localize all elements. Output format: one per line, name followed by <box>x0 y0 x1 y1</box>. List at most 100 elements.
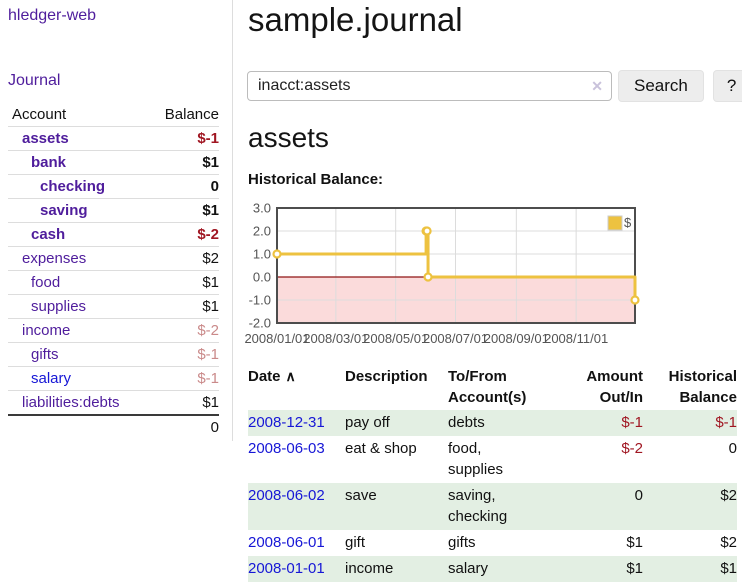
accounts-header-row: Account Balance <box>8 103 219 127</box>
account-row: liabilities:debts $1 <box>8 390 219 416</box>
data-point-marker <box>630 295 640 305</box>
account-balance: $1 <box>149 150 219 175</box>
clear-search-icon[interactable]: ✕ <box>591 78 603 94</box>
account-link-salary[interactable]: salary <box>31 370 72 387</box>
account-row: cash $-2 <box>8 222 219 247</box>
account-balance: $1 <box>149 270 219 295</box>
y-tick-label: 2.0 <box>253 224 271 239</box>
transaction-date-link[interactable]: 2008-06-03 <box>248 440 325 457</box>
account-link-assets[interactable]: assets <box>22 130 69 147</box>
transaction-date-link[interactable]: 2008-01-01 <box>248 560 325 577</box>
transaction-description: gift <box>345 534 366 551</box>
account-row: gifts $-1 <box>8 342 219 367</box>
transaction-accounts: debts <box>448 414 485 431</box>
transaction-date-cell: 2008-12-31 <box>248 410 345 436</box>
account-name-cell: assets <box>8 126 150 151</box>
transaction-date-link[interactable]: 2008-06-01 <box>248 534 325 551</box>
y-tick-label: 1.0 <box>253 247 271 262</box>
account-row: saving $1 <box>8 198 219 223</box>
account-link-saving[interactable]: saving <box>40 202 88 219</box>
account-link-supplies[interactable]: supplies <box>31 298 87 315</box>
register-header-description: Description <box>345 368 428 385</box>
register-table: Date ∧ Description To/From Account(s) Amo… <box>248 364 737 582</box>
account-heading: assets <box>248 122 329 153</box>
account-name-cell: income <box>8 318 150 343</box>
account-balance: $-2 <box>149 222 219 247</box>
sort-ascending-icon: ∧ <box>285 368 296 384</box>
account-row: expenses $2 <box>8 246 219 271</box>
transaction-date-cell: 2008-06-03 <box>248 436 345 483</box>
account-name-cell: food <box>8 270 150 295</box>
transaction-balance: $2 <box>720 487 737 504</box>
x-tick-label: 2008/03/01 <box>303 331 368 346</box>
transaction-description: pay off <box>345 414 390 431</box>
data-point-marker <box>422 226 432 236</box>
data-point-marker <box>423 272 433 282</box>
account-link-gifts[interactable]: gifts <box>31 346 59 363</box>
register-header-amount: Amount Out/In <box>586 368 643 406</box>
search-button[interactable]: Search <box>618 70 704 102</box>
account-name-cell: gifts <box>8 342 150 367</box>
account-link-checking[interactable]: checking <box>40 178 106 195</box>
accounts-total-spacer <box>8 414 150 439</box>
app-brand-link[interactable]: hledger-web <box>8 7 97 24</box>
account-name-cell: bank <box>8 150 150 175</box>
sidebar-item-journal[interactable]: Journal <box>8 72 61 89</box>
transaction-date-link[interactable]: 2008-12-31 <box>248 414 325 431</box>
account-name-cell: salary <box>8 366 150 391</box>
account-balance: $1 <box>149 198 219 223</box>
account-row: checking 0 <box>8 174 219 199</box>
register-header-row: Date ∧ Description To/From Account(s) Amo… <box>248 364 737 410</box>
account-row: supplies $1 <box>8 294 219 319</box>
account-row: food $1 <box>8 270 219 295</box>
transaction-balance: $-1 <box>715 414 737 431</box>
accounts-total-row: 0 <box>8 414 219 439</box>
account-name-cell: saving <box>8 198 150 223</box>
register-row: 2008-06-01 gift gifts $1 $2 <box>248 530 737 556</box>
account-link-expenses[interactable]: expenses <box>22 250 87 267</box>
account-balance: $1 <box>149 390 219 416</box>
transaction-description: save <box>345 487 377 504</box>
account-name-cell: liabilities:debts <box>8 390 150 416</box>
account-balance: $2 <box>149 246 219 271</box>
chart-title: Historical Balance: <box>248 171 384 188</box>
transaction-description: income <box>345 560 394 577</box>
transaction-balance: 0 <box>728 440 737 457</box>
search-bar: ✕ Search ? <box>247 70 742 102</box>
transaction-accounts: saving, checking <box>448 487 508 525</box>
transaction-date-cell: 2008-01-01 <box>248 556 345 582</box>
account-link-cash[interactable]: cash <box>31 226 66 243</box>
transaction-accounts: gifts <box>448 534 476 551</box>
transaction-amount: 0 <box>634 487 643 504</box>
accounts-header-account: Account <box>8 103 150 127</box>
transaction-accounts: salary <box>448 560 489 577</box>
y-tick-label: 0.0 <box>253 270 271 285</box>
account-row: income $-2 <box>8 318 219 343</box>
y-tick-label: 3.0 <box>253 201 271 216</box>
x-tick-label: 2008/11/01 <box>544 331 608 346</box>
transaction-balance: $2 <box>720 534 737 551</box>
transaction-date-link[interactable]: 2008-06-02 <box>248 487 325 504</box>
search-input[interactable] <box>247 71 612 101</box>
account-link-food[interactable]: food <box>31 274 61 291</box>
account-row: assets $-1 <box>8 126 219 151</box>
account-link-liabilities-debts[interactable]: liabilities:debts <box>22 394 120 411</box>
account-balance: $-1 <box>149 366 219 391</box>
account-link-income[interactable]: income <box>22 322 71 339</box>
account-balance: 0 <box>149 174 219 199</box>
account-balance: $-1 <box>149 342 219 367</box>
transaction-amount: $1 <box>626 534 643 551</box>
account-link-bank[interactable]: bank <box>31 154 67 171</box>
register-header-date[interactable]: Date ∧ <box>248 368 296 385</box>
main-content: sample.journal ✕ Search ? assets Histori… <box>244 0 742 582</box>
search-input-wrapper: ✕ <box>247 71 612 101</box>
help-button[interactable]: ? <box>712 70 742 102</box>
register-row: 2008-12-31 pay off debts $-1 $-1 <box>248 410 737 436</box>
register-row: 2008-06-03 eat & shop food, supplies $-2 0 <box>248 436 737 483</box>
transaction-balance: $1 <box>720 560 737 577</box>
account-name-cell: expenses <box>8 246 150 271</box>
legend-label: $ <box>624 215 632 230</box>
sidebar: hledger-web Journal Account Balance asse… <box>0 0 233 441</box>
transaction-amount: $-2 <box>621 440 643 457</box>
